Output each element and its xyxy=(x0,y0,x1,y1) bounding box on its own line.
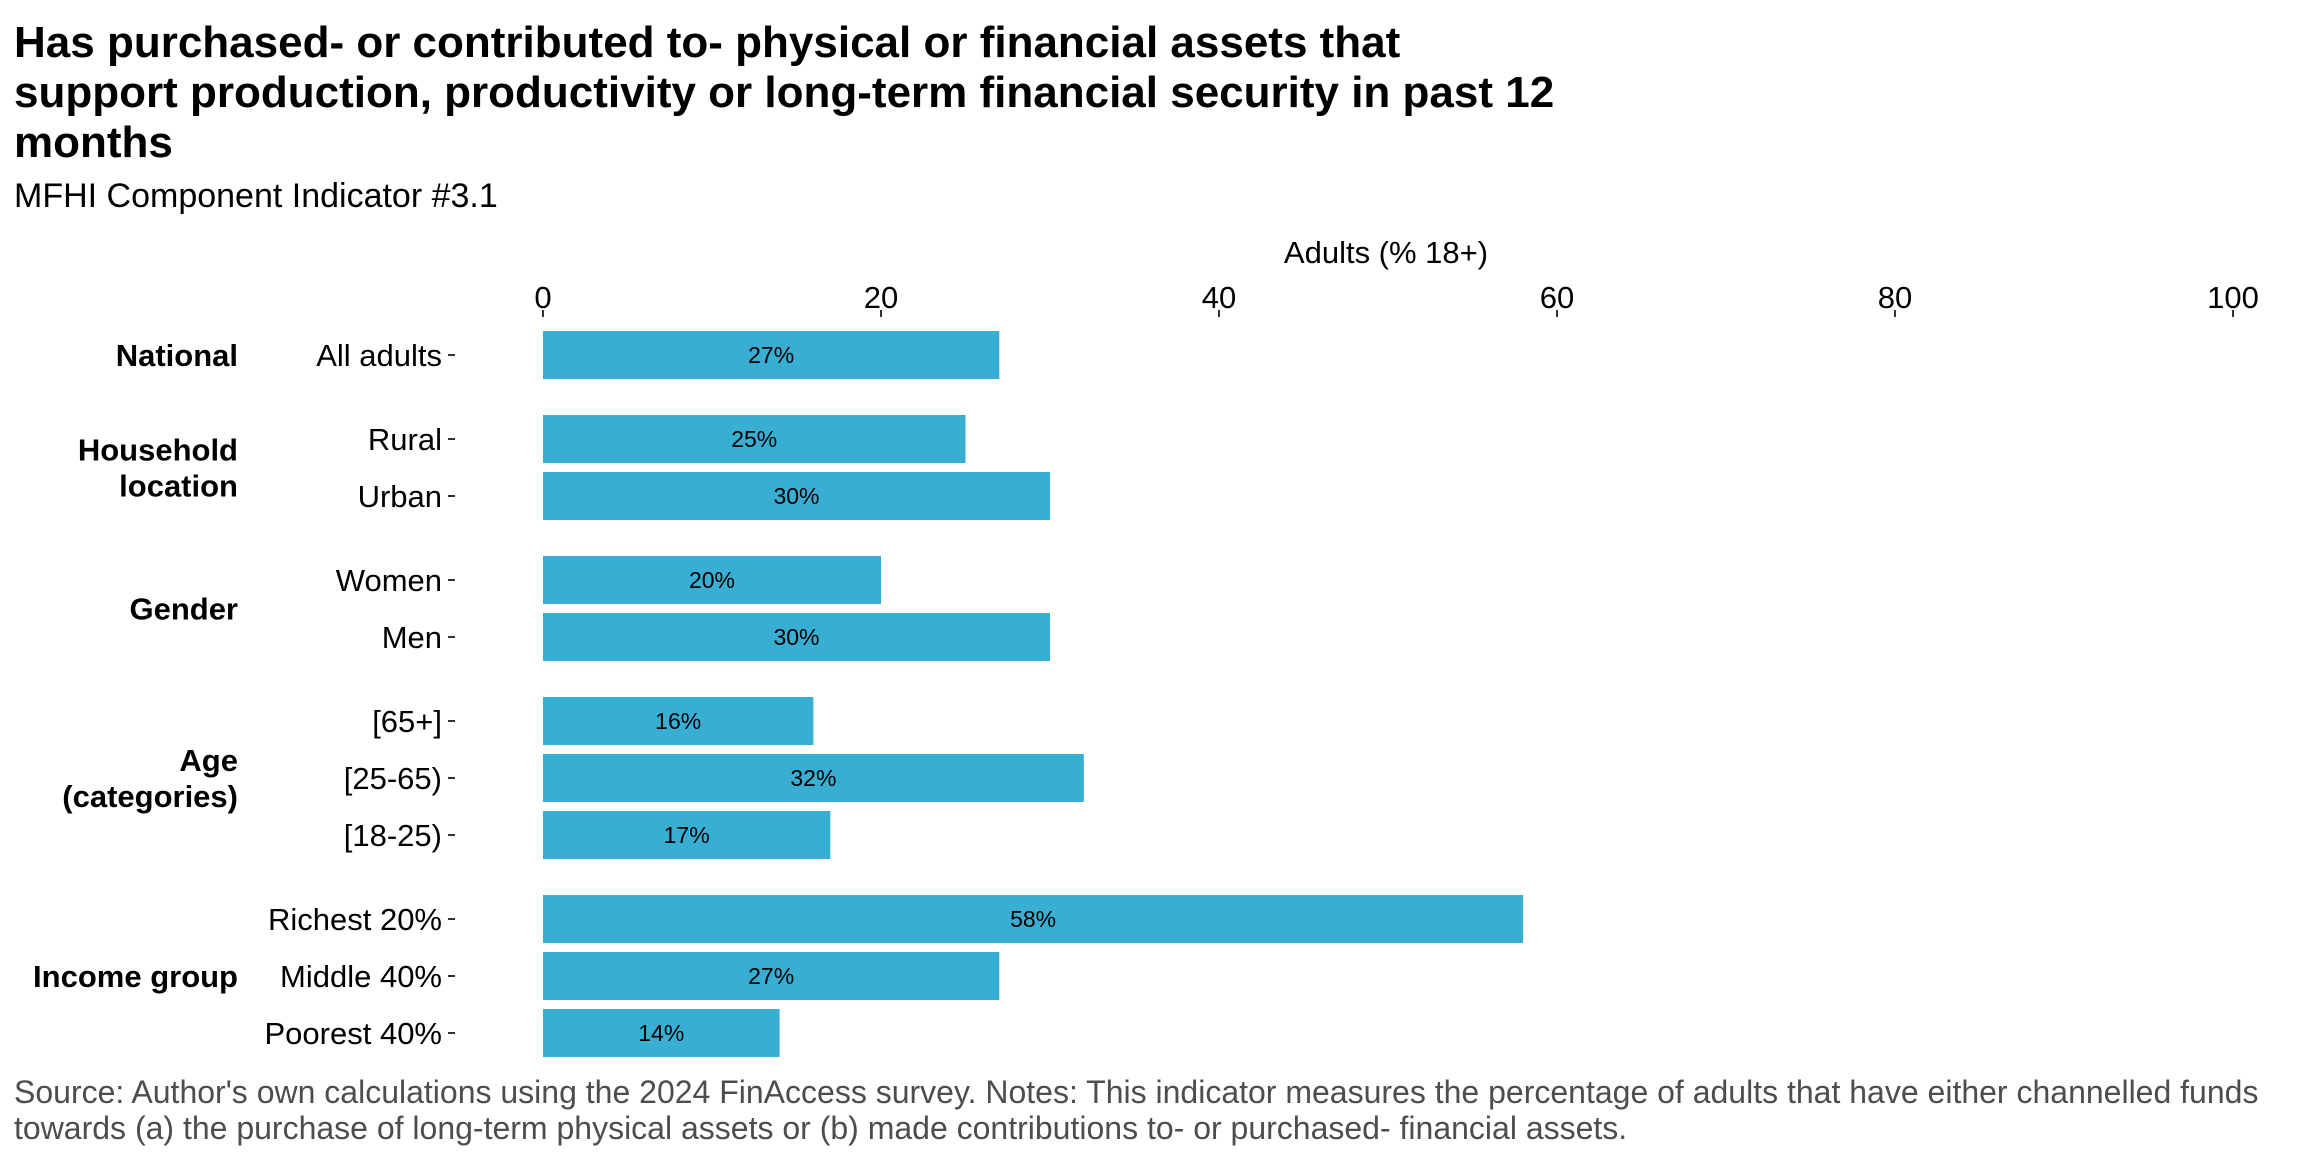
bar-value-label: 27% xyxy=(748,963,794,989)
y-category-label: Urban xyxy=(358,479,442,514)
chart-title: Has purchased- or contributed to- physic… xyxy=(14,18,1555,167)
x-tick-label: 60 xyxy=(1540,280,1574,315)
bar xyxy=(543,754,1084,802)
bar xyxy=(543,331,1000,379)
bar-value-label: 20% xyxy=(689,567,735,593)
y-category-label: [18-25) xyxy=(344,818,442,853)
y-category-label: Rural xyxy=(368,422,442,457)
y-category-label: Poorest 40% xyxy=(265,1016,443,1051)
bar xyxy=(543,556,881,604)
bar-value-label: 16% xyxy=(655,708,701,734)
y-category-label: Men xyxy=(382,620,442,655)
group-label: Income group xyxy=(33,959,238,994)
group-label: Gender xyxy=(129,592,238,627)
x-tick-label: 40 xyxy=(1202,280,1236,315)
group-label: Age xyxy=(179,743,238,778)
bar-value-label: 25% xyxy=(731,426,777,452)
bar xyxy=(543,415,966,463)
bar xyxy=(543,1009,780,1057)
bar xyxy=(543,697,814,745)
bar xyxy=(543,952,1000,1000)
x-axis: 0 20 40 60 80 100 xyxy=(534,280,2259,317)
x-tick-label: 80 xyxy=(1878,280,1912,315)
bar xyxy=(543,472,1050,520)
x-axis-title: Adults (% 18+) xyxy=(1284,235,1488,270)
group-label: National xyxy=(116,338,238,373)
x-tick-label: 20 xyxy=(864,280,898,315)
y-category-label: [65+] xyxy=(372,704,442,739)
bar-value-label: 27% xyxy=(748,342,794,368)
y-category-label: Richest 20% xyxy=(268,902,442,937)
group-label: Household xyxy=(78,433,238,468)
y-category-label: All adults xyxy=(316,338,442,373)
y-axis: All adults Rural Urban Women Men [65+] [25-65)… xyxy=(265,338,455,1051)
bar-value-label: 58% xyxy=(1010,906,1056,932)
bar xyxy=(543,895,1524,943)
bar-value-label: 30% xyxy=(773,624,819,650)
group-label: location xyxy=(119,469,238,504)
bar-value-label: 17% xyxy=(664,822,710,848)
y-category-label: Women xyxy=(336,563,442,598)
bar xyxy=(543,811,831,859)
group-label: (categories) xyxy=(62,779,238,814)
bar-value-labels: 27% 25% 30% 20% 30% 16% 32% 17% 58% 27% 14% xyxy=(638,342,1056,1046)
x-tick-label: 0 xyxy=(534,280,551,315)
y-category-label: [25-65) xyxy=(344,761,442,796)
bar-value-label: 32% xyxy=(790,765,836,791)
bar xyxy=(543,613,1050,661)
bar-value-label: 30% xyxy=(773,483,819,509)
chart-caption: Source: Author's own calculations using … xyxy=(14,1074,2259,1146)
chart-subtitle: MFHI Component Indicator #3.1 xyxy=(14,177,498,215)
x-tick-label: 100 xyxy=(2207,280,2259,315)
y-category-label: Middle 40% xyxy=(280,959,442,994)
bars xyxy=(543,331,1524,1057)
bar-chart: Adults (% 18+) 0 20 40 60 80 100 National Hous… xyxy=(33,235,2259,1057)
bar-value-label: 14% xyxy=(638,1020,684,1046)
